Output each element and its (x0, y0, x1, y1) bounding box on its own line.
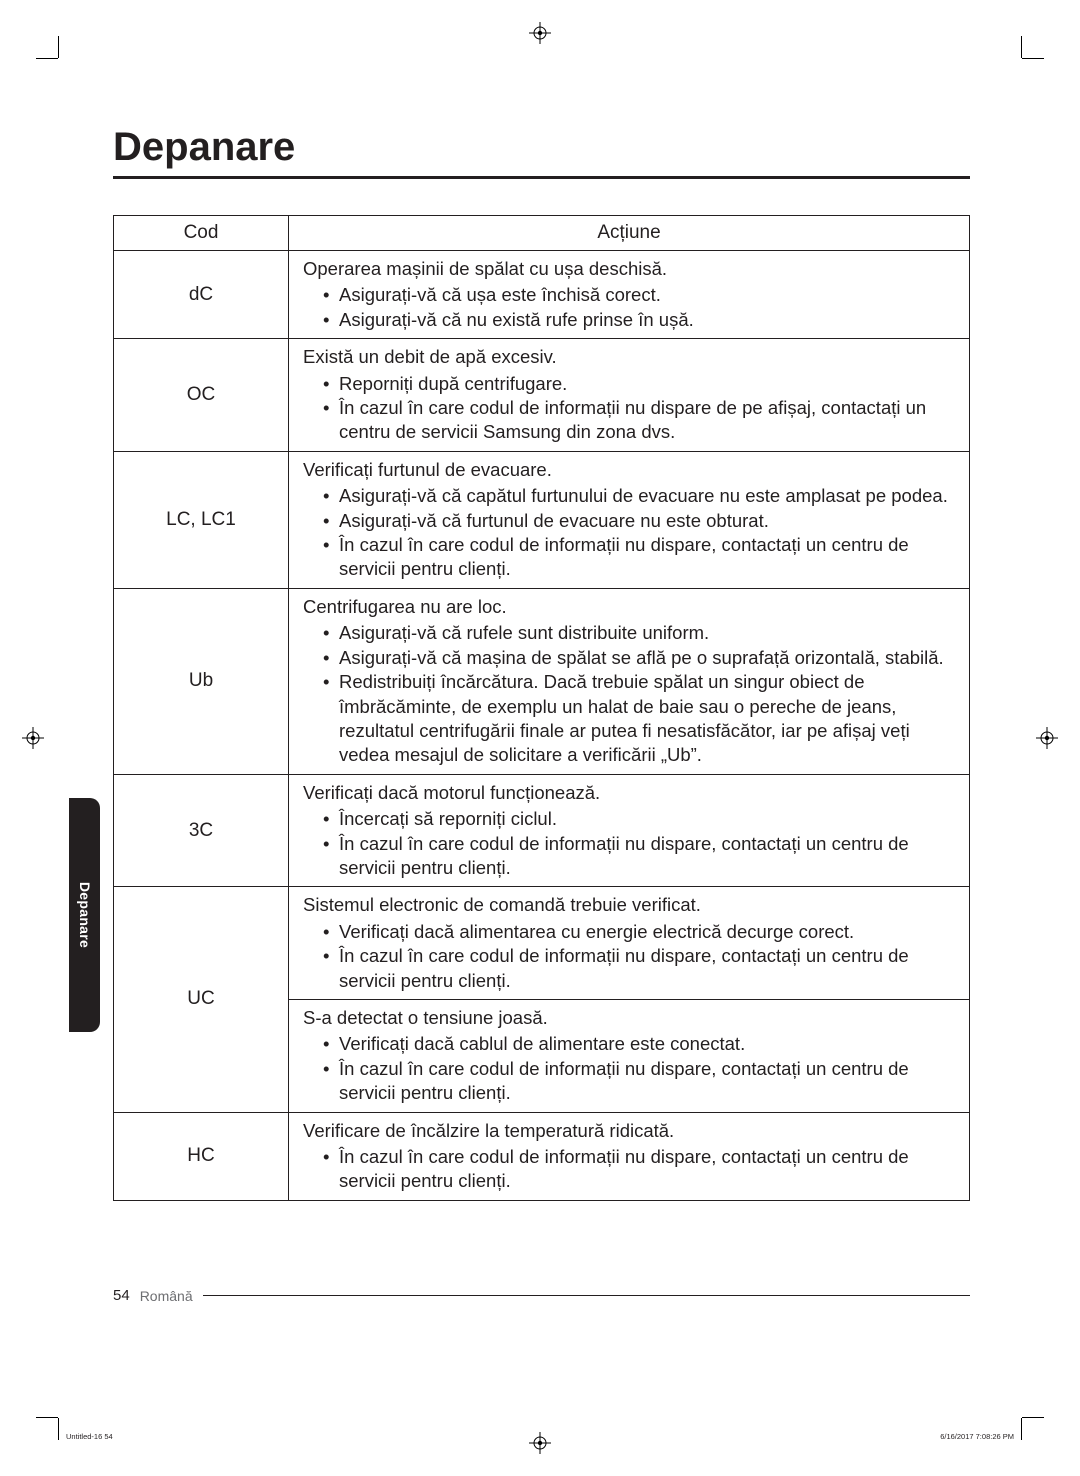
action-lead: Există un debit de apă excesiv. (303, 345, 955, 369)
code-cell: Ub (114, 588, 289, 774)
page-title: Depanare (113, 125, 970, 170)
crop-mark (36, 58, 58, 59)
action-list: Asigurați-vă că capătul furtunului de ev… (303, 484, 955, 582)
crop-mark (58, 1418, 59, 1440)
page-language: Română (140, 1288, 193, 1304)
action-lead: Verificare de încălzire la temperatură r… (303, 1119, 955, 1143)
action-cell: Verificați dacă motorul funcționează.Înc… (289, 774, 970, 887)
codes-table: Cod Acțiune dC Operarea mașinii de spălat… (113, 215, 970, 1201)
table-row: OC Există un debit de apă excesiv. Reporni… (114, 339, 970, 452)
action-lead: S-a detectat o tensiune joasă. (303, 1006, 955, 1030)
action-list-item: Verificați dacă alimentarea cu energie e… (323, 920, 955, 944)
action-list-item: În cazul în care codul de informații nu … (323, 832, 955, 881)
action-lead: Verificați furtunul de evacuare. (303, 458, 955, 482)
action-list: Reporniți după centrifugare.În cazul în … (303, 372, 955, 445)
action-cell: S-a detectat o tensiune joasă.Verificați… (289, 999, 970, 1112)
table-header-row: Cod Acțiune (114, 216, 970, 251)
action-lead: Centrifugarea nu are loc. (303, 595, 955, 619)
print-meta-left: Untitled-16 54 (66, 1432, 113, 1441)
action-list-item: Redistribuiți încărcătura. Dacă trebuie … (323, 670, 955, 768)
crop-mark (1021, 36, 1022, 58)
registration-mark-icon (529, 22, 551, 44)
action-cell: Există un debit de apă excesiv. Reporniți… (289, 339, 970, 452)
print-meta-right: 6/16/2017 7:08:26 PM (940, 1432, 1014, 1441)
action-list: Verificați dacă cablul de alimentare est… (303, 1032, 955, 1105)
registration-mark-icon (1036, 727, 1058, 749)
action-list-item: Asigurați-vă că mașina de spălat se află… (323, 646, 955, 670)
table-row: UbCentrifugarea nu are loc.Asigurați-vă … (114, 588, 970, 774)
action-list-item: În cazul în care codul de informații nu … (323, 533, 955, 582)
code-cell: 3C (114, 774, 289, 887)
action-list-item: Asigurați-vă că furtunul de evacuare nu … (323, 509, 955, 533)
action-lead: Verificați dacă motorul funcționează. (303, 781, 955, 805)
action-list-item: Verificați dacă cablul de alimentare est… (323, 1032, 955, 1056)
table-row: dC Operarea mașinii de spălat cu ușa desc… (114, 251, 970, 339)
title-rule (113, 176, 970, 179)
action-list: Asigurați-vă că rufele sunt distribuite … (303, 621, 955, 767)
action-cell: Verificare de încălzire la temperatură r… (289, 1112, 970, 1200)
action-list: Încercați să reporniți ciclul.În cazul î… (303, 807, 955, 880)
page-number: 54 (113, 1287, 130, 1304)
crop-mark (1022, 1417, 1044, 1418)
crop-mark (58, 36, 59, 58)
code-cell: dC (114, 251, 289, 339)
action-cell: Verificați furtunul de evacuare.Asiguraț… (289, 451, 970, 588)
crop-mark (1021, 1418, 1022, 1440)
page-footer: 54 Română (113, 1287, 970, 1304)
registration-mark-icon (22, 727, 44, 749)
action-list-item: Asigurați-vă că capătul furtunului de ev… (323, 484, 955, 508)
table-row: 3CVerificați dacă motorul funcționează.Î… (114, 774, 970, 887)
page-content: Depanare Cod Acțiune dC Operarea mașinii … (113, 125, 970, 1201)
code-cell: LC, LC1 (114, 451, 289, 588)
action-list: În cazul în care codul de informații nu … (303, 1145, 955, 1194)
table-row: UCSistemul electronic de comandă trebuie… (114, 887, 970, 1000)
action-cell: Operarea mașinii de spălat cu ușa deschi… (289, 251, 970, 339)
registration-mark-icon (529, 1432, 551, 1454)
crop-mark (36, 1417, 58, 1418)
action-list-item: În cazul în care codul de informații nu … (323, 1057, 955, 1106)
table-row: LC, LC1Verificați furtunul de evacuare.A… (114, 451, 970, 588)
action-list-item: Încercați să reporniți ciclul. (323, 807, 955, 831)
action-cell: Centrifugarea nu are loc.Asigurați-vă că… (289, 588, 970, 774)
code-cell: HC (114, 1112, 289, 1200)
action-list-item: Asigurați-vă că ușa este închisă corect. (323, 283, 955, 307)
section-side-tab-label: Depanare (77, 882, 93, 948)
action-list-item: În cazul în care codul de informații nu … (323, 944, 955, 993)
action-list-item: În cazul în care codul de informații nu … (323, 1145, 955, 1194)
col-header-action: Acțiune (289, 216, 970, 251)
action-lead: Sistemul electronic de comandă trebuie v… (303, 893, 955, 917)
col-header-code: Cod (114, 216, 289, 251)
action-list: Verificați dacă alimentarea cu energie e… (303, 920, 955, 993)
action-list-item: Reporniți după centrifugare. (323, 372, 955, 396)
action-list-item: Asigurați-vă că rufele sunt distribuite … (323, 621, 955, 645)
action-lead: Operarea mașinii de spălat cu ușa deschi… (303, 257, 955, 281)
code-cell: UC (114, 887, 289, 1112)
action-list: Asigurați-vă că ușa este închisă corect.… (303, 283, 955, 332)
action-list-item: În cazul în care codul de informații nu … (323, 396, 955, 445)
action-list-item: Asigurați-vă că nu există rufe prinse în… (323, 308, 955, 332)
section-side-tab: Depanare (69, 798, 100, 1032)
code-cell: OC (114, 339, 289, 452)
table-row: HC Verificare de încălzire la temperatură… (114, 1112, 970, 1200)
crop-mark (1022, 58, 1044, 59)
action-cell: Sistemul electronic de comandă trebuie v… (289, 887, 970, 1000)
footer-rule (203, 1295, 970, 1296)
